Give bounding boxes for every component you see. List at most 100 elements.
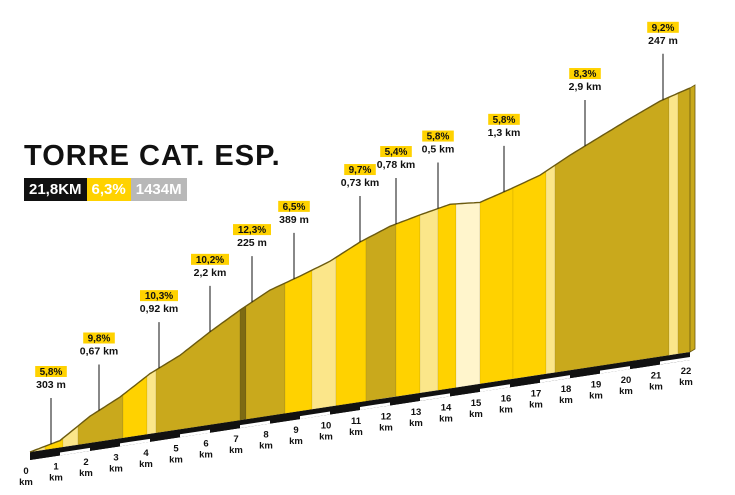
annotation-length-3: 2,2 km (194, 267, 227, 279)
base-band-0 (30, 452, 60, 460)
x-tick-label-21: 21 km (649, 371, 663, 393)
x-tick-label-6: 6 km (199, 439, 213, 461)
annotation-grade-bg-9 (488, 113, 520, 125)
annotation-grade-11: 9,2% (652, 23, 675, 34)
annotation-grade-4: 12,3% (238, 225, 266, 236)
base-band-20 (630, 361, 660, 370)
stat-elevation: 1434M (130, 178, 187, 201)
annotation-grade-bg-11 (647, 21, 679, 33)
base-band-18 (570, 370, 600, 379)
x-tick-label-20: 20 km (619, 375, 633, 397)
annotation-grade-3: 10,2% (196, 255, 224, 266)
x-tick-label-14: 14 km (439, 402, 453, 424)
x-tick-label-16: 16 km (499, 393, 513, 415)
annotation-grade-5: 6,5% (283, 202, 306, 213)
base-band-3 (120, 438, 150, 447)
annotation-grade-6: 9,7% (349, 165, 372, 176)
profile-segment-14 (419, 208, 439, 394)
base-band-12 (390, 397, 420, 406)
base-band-21 (660, 357, 690, 365)
x-tick-label-15: 15 km (469, 398, 483, 420)
profile-segment-13 (395, 214, 421, 397)
profile-segment-16 (455, 202, 481, 388)
profile-segment-10 (311, 256, 337, 410)
annotation-grade-bg-0 (35, 366, 67, 378)
base-band-13 (420, 393, 450, 401)
x-tick-label-19: 19 km (589, 380, 603, 402)
annotation-grade-bg-6 (344, 164, 376, 176)
base-band-19 (600, 366, 630, 374)
profile-segment-5 (146, 369, 157, 435)
x-tick-label-22: 22 km (679, 366, 693, 388)
base-band-6 (210, 425, 240, 433)
profile-segment-19 (545, 164, 556, 375)
profile-segment-6 (155, 309, 241, 434)
base-band-7 (240, 420, 270, 429)
profile-segment-12 (365, 223, 397, 402)
annotation-length-0: 303 m (36, 379, 66, 391)
annotation-grade-8: 5,8% (427, 132, 450, 143)
x-tick-label-10: 10 km (319, 421, 333, 443)
x-tick-label-7: 7 km (229, 434, 243, 456)
profile-segment-11 (335, 238, 367, 406)
x-tick-label-18: 18 km (559, 384, 573, 406)
annotation-grade-9: 5,8% (493, 115, 516, 126)
profile-segment-7 (239, 305, 247, 421)
annotation-grade-bg-7 (380, 146, 412, 158)
profile-end-face (689, 84, 696, 353)
x-tick-label-4: 4 km (139, 448, 153, 470)
x-tick-label-1: 1 km (49, 461, 63, 483)
base-band-17 (540, 375, 570, 383)
annotation-grade-1: 9,8% (88, 333, 111, 344)
annotation-grade-0: 5,8% (40, 367, 63, 378)
annotation-length-11: 247 m (648, 35, 678, 47)
annotation-grade-10: 8,3% (574, 69, 597, 80)
annotation-length-8: 0,5 km (422, 144, 455, 156)
profile-segment-22 (677, 87, 691, 355)
base-band-11 (360, 402, 390, 410)
annotation-grade-7: 5,4% (385, 147, 408, 158)
stats-bar: 21,8KM 6,3% 1434M (24, 178, 187, 201)
stat-gradient: 6,3% (86, 178, 131, 201)
base-band-9 (300, 411, 330, 420)
x-tick-label-9: 9 km (289, 425, 303, 447)
annotation-grade-bg-3 (191, 253, 229, 265)
base-band-5 (180, 429, 210, 438)
base-band-2 (90, 443, 120, 451)
annotation-grade-bg-1 (83, 332, 115, 344)
profile-segment-15 (437, 203, 457, 391)
base-band-14 (450, 388, 480, 397)
annotation-grade-2: 10,3% (145, 291, 173, 302)
profile-segment-17 (479, 187, 514, 385)
annotation-length-9: 1,3 km (488, 127, 521, 139)
base-band-16 (510, 379, 540, 388)
x-tick-label-3: 3 km (109, 452, 123, 474)
stat-distance: 21,8KM (24, 178, 87, 201)
base-band-15 (480, 384, 510, 392)
x-tick-label-17: 17 km (529, 389, 543, 411)
base-band-8 (270, 416, 300, 424)
annotation-length-6: 0,73 km (341, 177, 380, 189)
annotation-grade-bg-8 (422, 130, 454, 142)
x-tick-label-5: 5 km (169, 443, 183, 465)
annotation-grade-bg-2 (140, 290, 178, 302)
annotation-length-1: 0,67 km (80, 345, 119, 357)
profile-segment-8 (245, 282, 286, 420)
profile-segment-20 (554, 96, 670, 373)
base-band-1 (60, 447, 90, 456)
annotation-grade-bg-10 (569, 68, 601, 80)
x-tick-label-11: 11 km (349, 416, 363, 438)
base-band-10 (330, 407, 360, 415)
x-tick-label-12: 12 km (379, 411, 393, 433)
annotation-grade-bg-5 (278, 200, 310, 212)
annotation-length-2: 0,92 km (140, 303, 179, 315)
x-tick-label-0: 0 km (19, 466, 33, 488)
x-tick-label-13: 13 km (409, 407, 423, 429)
annotation-length-5: 389 m (279, 214, 309, 226)
annotation-grade-bg-4 (233, 224, 271, 236)
profile-title: TORRE CAT. ESP. (24, 140, 281, 172)
annotation-length-10: 2,9 km (569, 81, 602, 93)
profile-segment-9 (284, 269, 313, 414)
x-tick-label-2: 2 km (79, 457, 93, 479)
